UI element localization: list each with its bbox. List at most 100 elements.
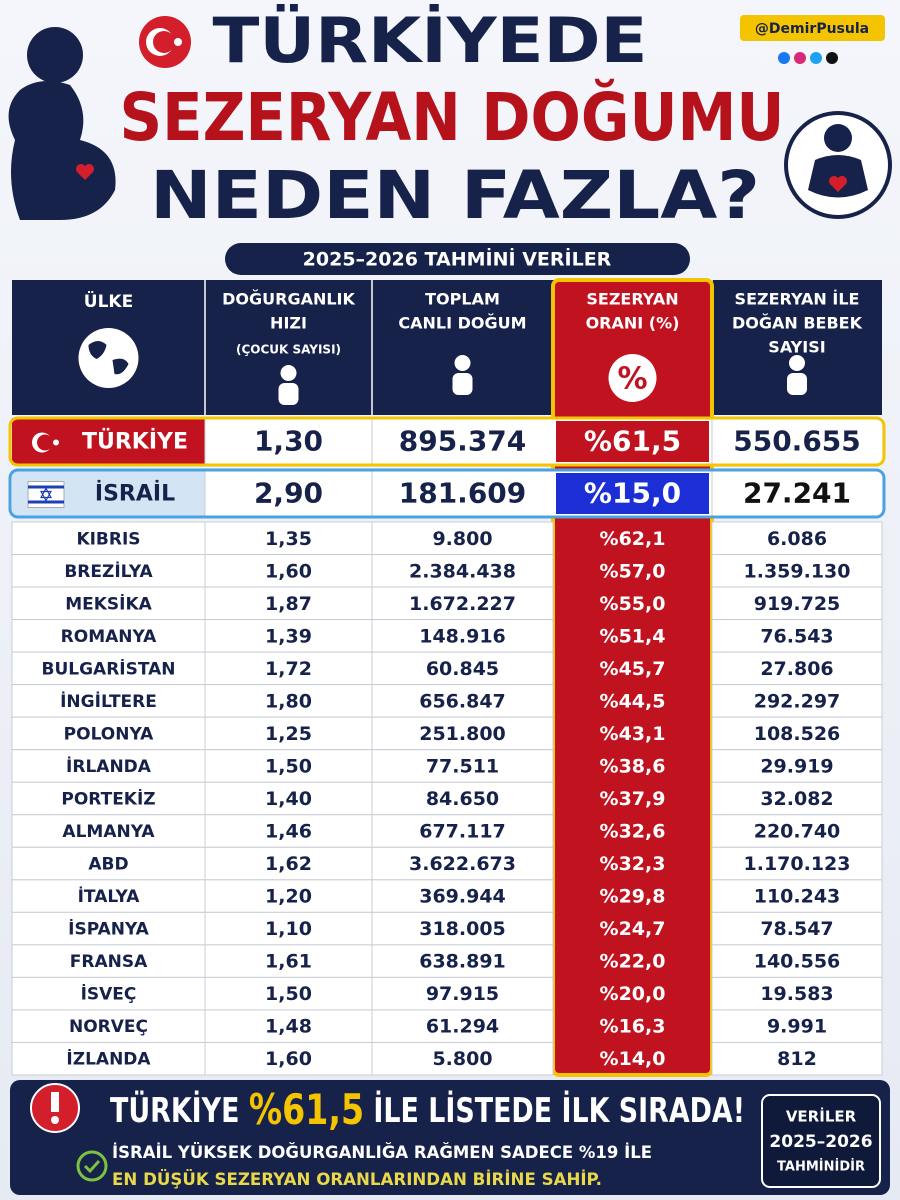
cell-value: 251.800 — [419, 723, 506, 745]
cell-value: 110.243 — [754, 886, 841, 908]
cell-value: 76.543 — [760, 625, 833, 647]
column-header: ÜLKE — [84, 290, 133, 312]
cell-value: 1,25 — [265, 723, 312, 745]
symbol-circle — [608, 354, 657, 402]
people-icon — [278, 383, 299, 405]
cell-value: 2,90 — [254, 477, 323, 510]
country-name: FRANSA — [70, 952, 148, 972]
cell-value: %61,5 — [584, 425, 681, 458]
cell-value: 1,80 — [265, 690, 312, 712]
table-cell — [11, 944, 206, 978]
country-name: İNGİLTERE — [60, 690, 157, 712]
badge-text: TAHMİNİDİR — [777, 1159, 865, 1175]
flag-israel — [27, 481, 65, 508]
country-name: ALMANYA — [62, 822, 155, 842]
table-cell — [711, 554, 883, 588]
cell-value: %29,8 — [600, 886, 666, 908]
cell-value: 677.117 — [419, 821, 506, 843]
cell-value: 6.086 — [767, 528, 827, 550]
table-cell — [204, 1009, 373, 1043]
cell-value: 3.622.673 — [409, 853, 516, 875]
footer-headline: TÜRKİYE %61,5 İLE LİSTEDE İLK SIRADA! — [110, 1085, 745, 1134]
table-cell — [11, 521, 206, 556]
check-icon — [76, 1150, 108, 1182]
table-cell — [11, 781, 206, 816]
cell-value: %15,0 — [584, 477, 681, 510]
cell-value: 369.944 — [419, 886, 506, 908]
footer-note: EN DÜŞÜK SEZERYAN ORANLARINDAN BİRİNE SA… — [112, 1168, 602, 1190]
table-cell — [711, 619, 883, 653]
table-cell — [711, 781, 883, 816]
title-line: SEZERYAN DOĞUMU — [120, 79, 785, 156]
cell-value: 1,39 — [265, 625, 312, 647]
country-name: MEKSİKA — [65, 592, 152, 614]
cell-value: 78.547 — [760, 918, 833, 940]
cell-value: 1.170.123 — [744, 853, 851, 875]
cell-value: 220.740 — [754, 821, 841, 843]
cell-value: 140.556 — [754, 951, 841, 973]
cell-value: 1,48 — [265, 1016, 312, 1038]
column-symbol: % — [617, 362, 647, 397]
cell-value: 656.847 — [419, 690, 506, 712]
cell-value: 29.919 — [760, 755, 833, 777]
rate-cell — [556, 421, 709, 462]
row-highlight — [8, 468, 886, 519]
cell-value: 84.650 — [426, 788, 499, 810]
cell-value: 1,50 — [265, 983, 312, 1005]
table-cell — [371, 684, 554, 718]
cell-value: %16,3 — [600, 1016, 666, 1038]
row-highlight — [8, 416, 886, 467]
subtitle-pill — [225, 243, 690, 275]
footer-note: İSRAİL YÜKSEK DOĞURGANLIĞA RAĞMEN SADECE… — [112, 1141, 652, 1163]
cell-value: 27.241 — [743, 477, 851, 510]
country-name: PORTEKİZ — [61, 788, 155, 810]
country-name: ROMANYA — [61, 627, 158, 647]
column-header: SEZERYAN İLE — [735, 290, 860, 309]
cell-value: 9.800 — [432, 528, 492, 550]
cell-value: 1,61 — [265, 951, 312, 973]
cell-value: %32,6 — [600, 821, 666, 843]
column-header: DOĞAN BEBEK — [732, 314, 863, 333]
table-cell — [11, 1009, 206, 1043]
cell-value: 1,50 — [265, 755, 312, 777]
cell-value: 292.297 — [754, 690, 841, 712]
cell-value: 1,60 — [265, 1048, 312, 1070]
table-cell — [204, 619, 373, 653]
cell-value: 1,72 — [265, 658, 312, 680]
cell-value: 1,62 — [265, 853, 312, 875]
table-cell — [711, 1041, 883, 1076]
table-cell — [371, 521, 554, 556]
country-name: İRLANDA — [66, 755, 152, 777]
cell-value: %38,6 — [600, 755, 666, 777]
table-cell — [371, 586, 554, 621]
cell-value: 181.609 — [399, 477, 527, 510]
column-note: (ÇOCUK SAYISI) — [236, 343, 341, 357]
table-cell — [11, 554, 206, 588]
alert-icon — [30, 1083, 80, 1133]
cell-value: 812 — [777, 1048, 817, 1070]
column-header: ORANI (%) — [586, 314, 680, 333]
flag-israel — [28, 500, 64, 504]
social-icons — [778, 52, 838, 64]
country-name: TÜRKİYE — [82, 429, 188, 455]
table-header — [12, 280, 882, 415]
table-cell — [371, 814, 554, 848]
cell-value: %62,1 — [600, 528, 666, 550]
table-cell — [11, 976, 206, 1011]
table-cell — [371, 911, 554, 946]
cell-value: 2.384.438 — [409, 560, 516, 582]
cell-value: 27.806 — [760, 658, 833, 680]
cell-value: 1,87 — [265, 593, 312, 615]
handle: @DemirPusula — [755, 21, 869, 37]
people-icon — [454, 355, 471, 371]
cell-value: 1,30 — [254, 425, 323, 458]
table-cell — [11, 619, 206, 653]
cell-value: 919.725 — [754, 593, 841, 615]
table-cell — [711, 521, 883, 556]
cell-value: 1,20 — [265, 886, 312, 908]
people-icon — [787, 373, 807, 395]
table-cell — [11, 716, 206, 751]
cell-value: %22,0 — [600, 951, 666, 973]
column-header: SAYISI — [768, 338, 825, 357]
badge-text: 2025–2026 — [769, 1132, 872, 1152]
